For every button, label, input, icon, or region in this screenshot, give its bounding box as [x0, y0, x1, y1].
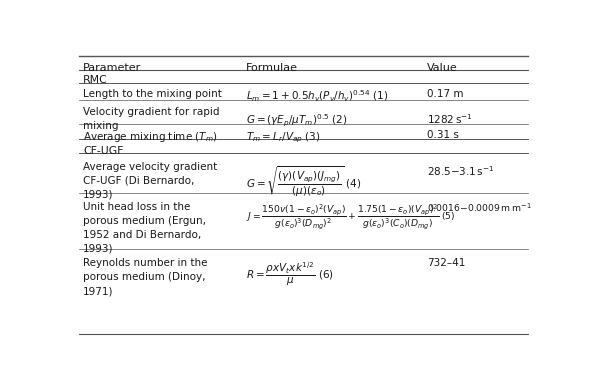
Text: Parameter: Parameter — [83, 63, 141, 73]
Text: Formulae: Formulae — [246, 63, 298, 73]
Text: Unit head loss in the
porous medium (Ergun,
1952 and Di Bernardo,
1993): Unit head loss in the porous medium (Erg… — [83, 202, 206, 254]
Text: $G = (\gamma E_p/\mu T_m)^{0.5}$ (2): $G = (\gamma E_p/\mu T_m)^{0.5}$ (2) — [246, 112, 348, 129]
Text: $J = \dfrac{150v(1-\varepsilon_o)^2(V_{ap})}{g(\varepsilon_o)^3(D_{mg})^2} + \df: $J = \dfrac{150v(1-\varepsilon_o)^2(V_{a… — [246, 202, 455, 231]
Text: $L_m = 1 + 0.5h_v(P_v/h_v)^{0.54}$ (1): $L_m = 1 + 0.5h_v(P_v/h_v)^{0.54}$ (1) — [246, 89, 388, 105]
Text: Average velocity gradient
CF-UGF (Di Bernardo,
1993): Average velocity gradient CF-UGF (Di Ber… — [83, 162, 217, 200]
Text: 0.17 m: 0.17 m — [427, 89, 464, 99]
Text: 0.31 s: 0.31 s — [427, 130, 459, 140]
Text: $T_m = L_r/V_{ap}$ (3): $T_m = L_r/V_{ap}$ (3) — [246, 130, 321, 145]
Text: RMC: RMC — [83, 75, 108, 85]
Text: 732–41: 732–41 — [427, 258, 466, 268]
Text: $0.0016\mathrm{-}0.0009\,\mathrm{m\,m}^{-1}$: $0.0016\mathrm{-}0.0009\,\mathrm{m\,m}^{… — [427, 202, 532, 214]
Text: Length to the mixing point: Length to the mixing point — [83, 89, 222, 99]
Text: CF-UGF: CF-UGF — [83, 146, 124, 155]
Text: Reynolds number in the
porous medium (Dinoy,
1971): Reynolds number in the porous medium (Di… — [83, 258, 208, 296]
Text: Average mixing time ($T_m$): Average mixing time ($T_m$) — [83, 130, 218, 144]
Text: $28.5\mathrm{-}3.1\,\mathrm{s}^{-1}$: $28.5\mathrm{-}3.1\,\mathrm{s}^{-1}$ — [427, 165, 495, 178]
Text: $1282\,\mathrm{s}^{-1}$: $1282\,\mathrm{s}^{-1}$ — [427, 112, 473, 126]
Text: Velocity gradient for rapid
mixing: Velocity gradient for rapid mixing — [83, 107, 220, 131]
Text: $R = \dfrac{\rho x V_t x k^{1/2}}{\mu}$ (6): $R = \dfrac{\rho x V_t x k^{1/2}}{\mu}$ … — [246, 261, 334, 288]
Text: $G = \sqrt{\dfrac{(\gamma)(V_{ap})(J_{mg})}{(\mu)(\varepsilon_o)}}$ (4): $G = \sqrt{\dfrac{(\gamma)(V_{ap})(J_{mg… — [246, 165, 361, 199]
Text: Value: Value — [427, 63, 458, 73]
